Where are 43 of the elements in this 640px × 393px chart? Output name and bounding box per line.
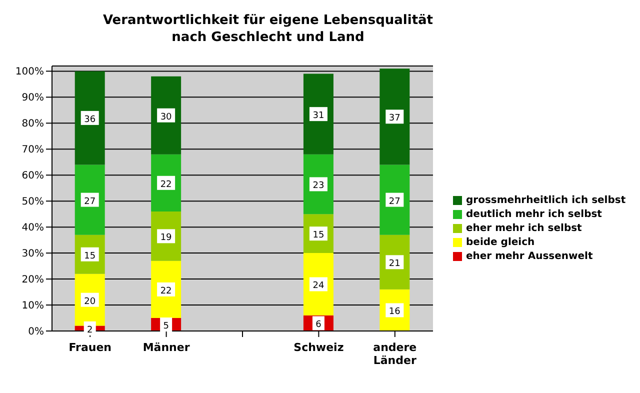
y-tick-label: 90% [22, 92, 44, 104]
data-label: 5 [163, 322, 169, 332]
data-label: 30 [160, 112, 172, 122]
data-label: 20 [84, 296, 96, 307]
y-tick-label: 20% [22, 274, 44, 286]
data-label: 24 [312, 281, 324, 292]
data-label: 27 [388, 196, 400, 207]
data-label: 36 [84, 114, 96, 125]
y-tick-label: 100% [15, 66, 44, 78]
y-tick-label: 50% [22, 196, 44, 208]
data-label: 37 [388, 114, 400, 124]
bar [380, 68, 410, 165]
data-label: 16 [388, 307, 401, 318]
legend-label: eher mehr ich selbst [466, 222, 582, 234]
data-label: 19 [160, 233, 172, 244]
data-label: 31 [312, 111, 324, 122]
data-label: 22 [160, 286, 172, 296]
y-tick-label: 70% [22, 144, 44, 156]
y-tick-label: 0% [28, 326, 44, 338]
x-tick-label: Schweiz [294, 341, 344, 354]
y-tick-label: 80% [22, 118, 44, 130]
y-tick-label: 10% [22, 300, 44, 312]
y-tick-label: 60% [22, 170, 44, 182]
chart-title: Verantwortlichkeit für eigene Lebensqualität nach Geschlecht und Land [102, 12, 434, 46]
legend-label: beide gleich [466, 236, 535, 248]
x-tick-label: andere Länder [373, 341, 417, 367]
data-label: 27 [84, 196, 96, 207]
x-tick-label: Frauen [68, 341, 112, 354]
y-tick-label: 40% [22, 222, 44, 234]
x-tick-label: Männer [142, 341, 190, 354]
legend-label: deutlich mehr ich selbst [466, 208, 602, 220]
data-label: 15 [84, 251, 96, 262]
legend-label: eher mehr Aussenwelt [466, 250, 593, 262]
data-label: 2 [86, 325, 93, 336]
data-label: 21 [388, 259, 400, 270]
bar [74, 71, 105, 165]
y-tick-label: 30% [22, 248, 44, 260]
data-label: 22 [160, 180, 172, 190]
legend-label: grossmehrheitlich ich selbst [466, 194, 626, 206]
bar [303, 74, 334, 154]
data-label: 23 [312, 181, 324, 192]
data-label: 15 [312, 230, 324, 241]
data-label: 6 [316, 320, 322, 330]
